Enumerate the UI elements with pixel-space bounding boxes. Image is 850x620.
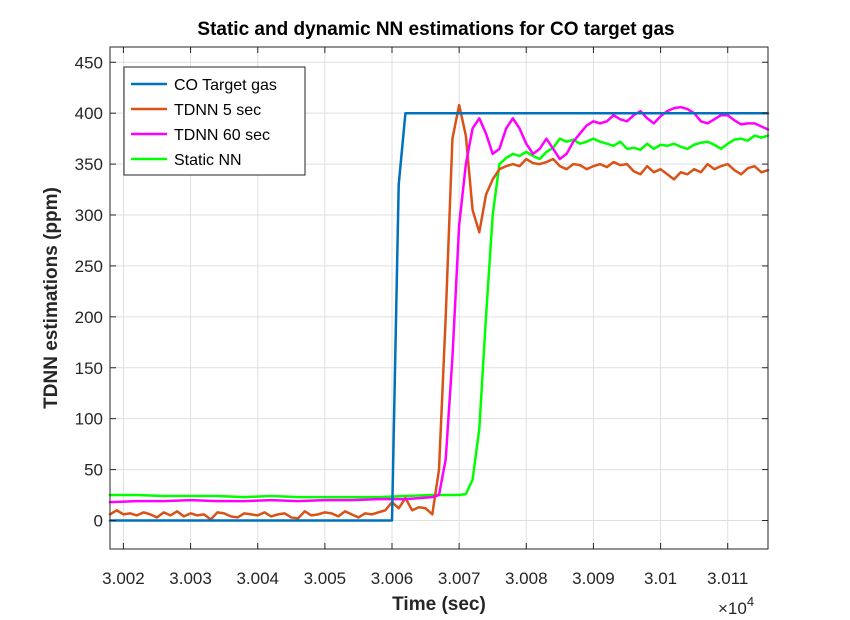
chart-title: Static and dynamic NN estimations for CO… — [197, 19, 674, 40]
y-tick-label: 200 — [75, 308, 103, 327]
x-tick-label: 3.008 — [505, 569, 548, 588]
y-tick-label: 0 — [94, 511, 103, 530]
y-tick-label: 100 — [75, 410, 103, 429]
y-tick-label: 250 — [75, 257, 103, 276]
x-exponent-label: ×104 — [718, 594, 754, 618]
series-lines — [108, 103, 770, 522]
y-tick-label: 300 — [75, 206, 103, 225]
x-tick-label: 3.007 — [438, 569, 481, 588]
x-tick-label: 3.009 — [572, 569, 615, 588]
legend-label-tdnn-5-sec: TDNN 5 sec — [174, 102, 261, 119]
series-line-static-nn — [108, 134, 770, 499]
x-tick-label: 3.005 — [304, 569, 347, 588]
x-tick-label: 3.004 — [236, 569, 279, 588]
series-line-co-target-gas — [108, 111, 770, 522]
y-tick-label: 150 — [75, 359, 103, 378]
axis-ticks: 3.002 3.003 3.004 3.005 3.006 3.007 3.008 3.009… — [75, 47, 768, 588]
y-tick-label: 400 — [75, 104, 103, 123]
legend: CO Target gas TDNN 5 sec TDNN 60 sec Sta… — [123, 66, 306, 176]
x-tick-label: 3.003 — [169, 569, 212, 588]
legend-label-co-target-gas: CO Target gas — [174, 77, 277, 94]
series-line-tdnn-5-sec — [108, 103, 770, 521]
y-tick-label: 450 — [75, 53, 103, 72]
x-tick-label: 3.002 — [102, 569, 145, 588]
x-exponent-power: 4 — [747, 594, 754, 609]
legend-label-tdnn-60-sec: TDNN 60 sec — [174, 127, 270, 144]
y-axis-title: TDNN estimations (ppm) — [41, 187, 62, 409]
x-tick-label: 3.01 — [644, 569, 677, 588]
y-tick-label: 350 — [75, 155, 103, 174]
legend-label-static-nn: Static NN — [174, 152, 242, 169]
x-axis-title: Time (sec) — [392, 594, 486, 615]
x-exponent-base: ×10 — [718, 599, 747, 618]
x-tick-label: 3.006 — [371, 569, 414, 588]
axes-box — [109, 46, 769, 550]
y-tick-label: 50 — [84, 461, 103, 480]
x-tick-label: 3.011 — [707, 569, 748, 588]
